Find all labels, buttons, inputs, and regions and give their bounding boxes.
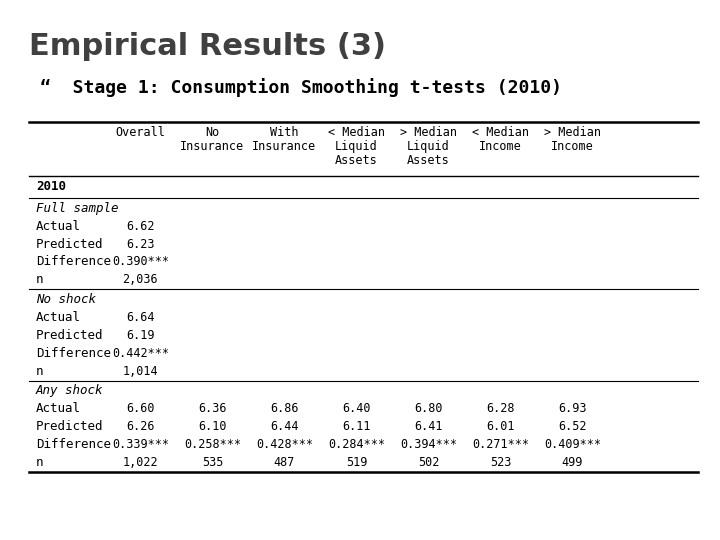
Text: Difference: Difference [36, 438, 111, 451]
Text: 6.52: 6.52 [558, 420, 587, 433]
Text: n: n [36, 364, 43, 377]
Text: Income: Income [479, 140, 522, 153]
Text: 6.86: 6.86 [270, 402, 299, 415]
Text: No: No [205, 126, 220, 139]
Text: > Median: > Median [400, 126, 457, 139]
Text: 6.28: 6.28 [486, 402, 515, 415]
Text: Assets: Assets [335, 154, 378, 167]
Text: 6.19: 6.19 [126, 329, 155, 342]
Text: 0.339***: 0.339*** [112, 438, 169, 451]
Text: 519: 519 [346, 456, 367, 469]
Text: 0.394***: 0.394*** [400, 438, 457, 451]
Text: With: With [270, 126, 299, 139]
Text: 2,036: 2,036 [122, 273, 158, 286]
Text: Insurance: Insurance [180, 140, 245, 153]
Text: > Median: > Median [544, 126, 601, 139]
Text: Actual: Actual [36, 311, 81, 324]
Text: Overall: Overall [115, 126, 166, 139]
Text: < Median: < Median [328, 126, 385, 139]
Text: 535: 535 [202, 456, 223, 469]
Text: 0.442***: 0.442*** [112, 347, 169, 360]
Text: Any shock: Any shock [36, 384, 104, 397]
Text: Liquid: Liquid [407, 140, 450, 153]
Text: 499: 499 [562, 456, 583, 469]
Text: Liquid: Liquid [335, 140, 378, 153]
Text: Full sample: Full sample [36, 202, 119, 215]
Text: Difference: Difference [36, 255, 111, 268]
Text: 0.284***: 0.284*** [328, 438, 385, 451]
Text: Actual: Actual [36, 402, 81, 415]
Text: 1,022: 1,022 [122, 456, 158, 469]
Text: Income: Income [551, 140, 594, 153]
Text: 6.23: 6.23 [126, 238, 155, 251]
Text: 0.428***: 0.428*** [256, 438, 313, 451]
Text: 2010: 2010 [36, 180, 66, 193]
Text: 0.271***: 0.271*** [472, 438, 529, 451]
Text: 6.60: 6.60 [126, 402, 155, 415]
Text: 6.64: 6.64 [126, 311, 155, 324]
Text: No shock: No shock [36, 293, 96, 306]
Text: 523: 523 [490, 456, 511, 469]
Text: 6.36: 6.36 [198, 402, 227, 415]
Text: Empirical Results (3): Empirical Results (3) [29, 32, 386, 62]
Text: 0.409***: 0.409*** [544, 438, 601, 451]
Text: 1,014: 1,014 [122, 364, 158, 377]
Text: 6.26: 6.26 [126, 420, 155, 433]
Text: Actual: Actual [36, 220, 81, 233]
Text: 6.40: 6.40 [342, 402, 371, 415]
Text: Difference: Difference [36, 347, 111, 360]
Text: 0.258***: 0.258*** [184, 438, 241, 451]
Text: Predicted: Predicted [36, 238, 104, 251]
Text: Predicted: Predicted [36, 420, 104, 433]
Text: “  Stage 1: Consumption Smoothing t-tests (2010): “ Stage 1: Consumption Smoothing t-tests… [40, 78, 562, 97]
Text: 6.41: 6.41 [414, 420, 443, 433]
Text: n: n [36, 456, 43, 469]
Text: 6.80: 6.80 [414, 402, 443, 415]
Text: 487: 487 [274, 456, 295, 469]
Text: Predicted: Predicted [36, 329, 104, 342]
Text: 6.62: 6.62 [126, 220, 155, 233]
Text: Insurance: Insurance [252, 140, 317, 153]
Text: 6.93: 6.93 [558, 402, 587, 415]
Text: n: n [36, 273, 43, 286]
Text: 0.390***: 0.390*** [112, 255, 169, 268]
Text: 502: 502 [418, 456, 439, 469]
Text: < Median: < Median [472, 126, 529, 139]
Text: 6.11: 6.11 [342, 420, 371, 433]
Text: 6.01: 6.01 [486, 420, 515, 433]
Text: Assets: Assets [407, 154, 450, 167]
Text: 6.10: 6.10 [198, 420, 227, 433]
Text: 6.44: 6.44 [270, 420, 299, 433]
